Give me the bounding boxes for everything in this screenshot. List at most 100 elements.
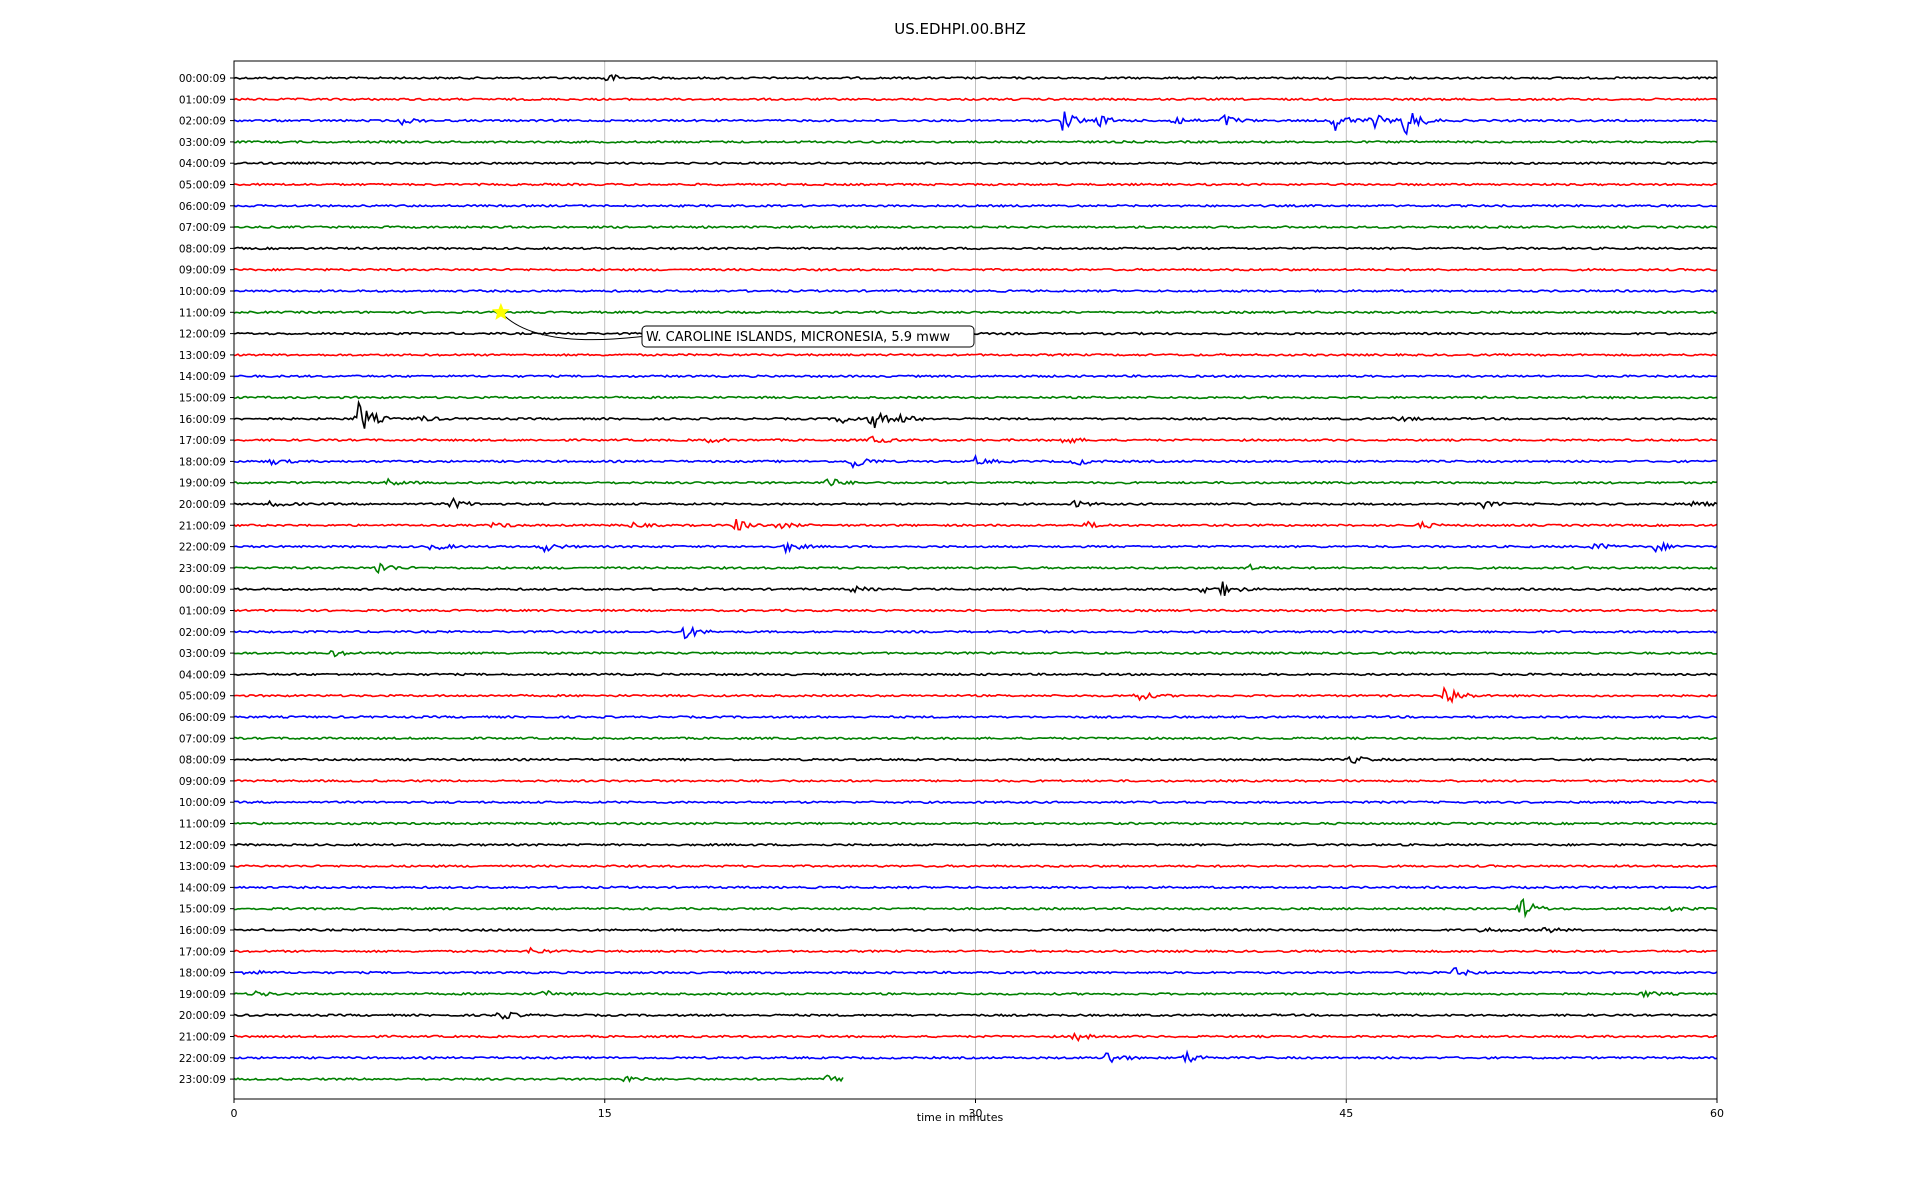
trace-line — [234, 477, 1718, 487]
y-tick-label: 09:00:09 — [179, 265, 226, 277]
y-tick-label: 06:00:09 — [179, 201, 226, 213]
y-tick-label: 09:00:09 — [179, 776, 226, 788]
annotation-box — [641, 325, 975, 348]
trace-line — [233, 800, 1718, 805]
y-tick-label: 11:00:09 — [179, 819, 226, 831]
y-tick-label: 15:00:09 — [179, 904, 226, 916]
trace-line — [233, 225, 1718, 230]
x-tick-label: 0 — [231, 1107, 238, 1120]
y-tick-label: 07:00:09 — [179, 222, 226, 234]
y-tick-label: 23:00:09 — [179, 563, 226, 575]
y-tick-label: 04:00:09 — [179, 158, 226, 170]
trace-line — [233, 331, 1717, 336]
y-tick-label: 02:00:09 — [179, 116, 226, 128]
x-tick-label: 15 — [598, 1107, 612, 1120]
annotation-arrow — [504, 315, 643, 341]
trace-line — [233, 1011, 1718, 1020]
trace-line — [233, 395, 1718, 400]
trace-line — [233, 182, 1718, 187]
y-tick-label: 12:00:09 — [179, 840, 226, 852]
y-tick-label: 03:00:09 — [179, 648, 226, 660]
y-tick-label: 01:00:09 — [179, 94, 226, 106]
trace-line — [233, 946, 1718, 955]
y-tick-label: 06:00:09 — [179, 712, 226, 724]
y-tick-label: 00:00:09 — [179, 73, 226, 85]
event-star-marker — [492, 302, 510, 320]
y-tick-label: 13:00:09 — [179, 350, 226, 362]
y-tick-label: 02:00:09 — [179, 627, 226, 639]
trace-line — [233, 74, 1718, 82]
y-tick-label: 22:00:09 — [179, 1053, 226, 1065]
y-tick-label: 16:00:09 — [179, 414, 226, 426]
y-tick-label: 04:00:09 — [179, 669, 226, 681]
trace-line — [233, 778, 1718, 783]
trace-line — [233, 399, 1718, 429]
trace-line — [233, 267, 1718, 272]
y-tick-label: 08:00:09 — [179, 243, 226, 255]
y-tick-label: 14:00:09 — [179, 371, 226, 383]
trace-line — [233, 562, 1718, 575]
trace-line — [233, 435, 1718, 445]
trace-line — [234, 161, 1717, 166]
trace-line — [234, 1031, 1718, 1043]
y-tick-label: 19:00:09 — [179, 989, 226, 1001]
trace-lines — [233, 74, 1718, 1083]
y-tick-label: 21:00:09 — [179, 520, 226, 532]
trace-line — [233, 989, 1718, 999]
trace-line — [233, 926, 1718, 934]
y-tick-label: 18:00:09 — [179, 968, 226, 980]
trace-line — [233, 1074, 844, 1083]
trace-line — [233, 111, 1718, 136]
y-tick-label: 14:00:09 — [179, 882, 226, 894]
y-tick-label: 10:00:09 — [179, 286, 226, 298]
y-tick-label: 20:00:09 — [179, 1010, 226, 1022]
y-tick-label: 16:00:09 — [179, 925, 226, 937]
y-tick-label: 01:00:09 — [179, 606, 226, 618]
y-tick-label: 08:00:09 — [179, 755, 226, 767]
y-tick-label: 05:00:09 — [179, 691, 226, 703]
grid-lines — [604, 61, 1347, 1099]
trace-line — [233, 519, 1718, 531]
trace-line — [233, 540, 1718, 555]
trace-line — [233, 288, 1718, 294]
trace-line — [233, 967, 1718, 977]
axes: 00:00:09 01:00:09 02:00:09 03:00:09 04:00:09… — [179, 60, 1724, 1120]
y-tick-label: 12:00:09 — [179, 329, 226, 341]
trace-line — [233, 864, 1718, 869]
y-tick-label: 20:00:09 — [179, 499, 226, 511]
trace-line — [233, 885, 1718, 890]
y-tick-label: 07:00:09 — [179, 733, 226, 745]
y-tick-label: 17:00:09 — [179, 435, 226, 447]
y-tick-label: 15:00:09 — [179, 393, 226, 405]
x-tick-label: 60 — [1710, 1107, 1724, 1120]
y-tick-label: 18:00:09 — [179, 456, 226, 468]
trace-line — [234, 897, 1718, 919]
y-tick-label: 11:00:09 — [179, 307, 226, 319]
trace-line — [233, 374, 1718, 379]
trace-line — [233, 685, 1718, 705]
trace-line — [233, 1049, 1718, 1064]
trace-line — [233, 97, 1718, 102]
chart-title: US.EDHPI.00.BHZ — [894, 20, 1026, 38]
y-tick-label: 10:00:09 — [179, 797, 226, 809]
y-tick-label: 19:00:09 — [179, 478, 226, 490]
x-tick-label: 30 — [969, 1107, 983, 1120]
trace-line — [233, 139, 1718, 144]
trace-line — [233, 736, 1718, 741]
y-tick-label: 03:00:09 — [179, 137, 226, 149]
trace-line — [233, 755, 1718, 764]
trace-line — [233, 352, 1718, 357]
trace-line — [233, 453, 1718, 470]
trace-line — [233, 246, 1718, 251]
trace-line — [233, 608, 1718, 613]
y-tick-label: 23:00:09 — [179, 1074, 226, 1086]
y-tick-label: 05:00:09 — [179, 180, 226, 192]
trace-line — [233, 625, 1718, 640]
x-axis-label: time in minutes — [916, 1111, 1004, 1124]
trace-line — [233, 649, 1718, 658]
trace-line — [233, 203, 1718, 208]
trace-line — [233, 672, 1718, 677]
trace-line — [233, 496, 1718, 510]
event-annotations: W. CAROLINE ISLANDS, MICRONESIA, 5.9 mww — [492, 302, 975, 348]
